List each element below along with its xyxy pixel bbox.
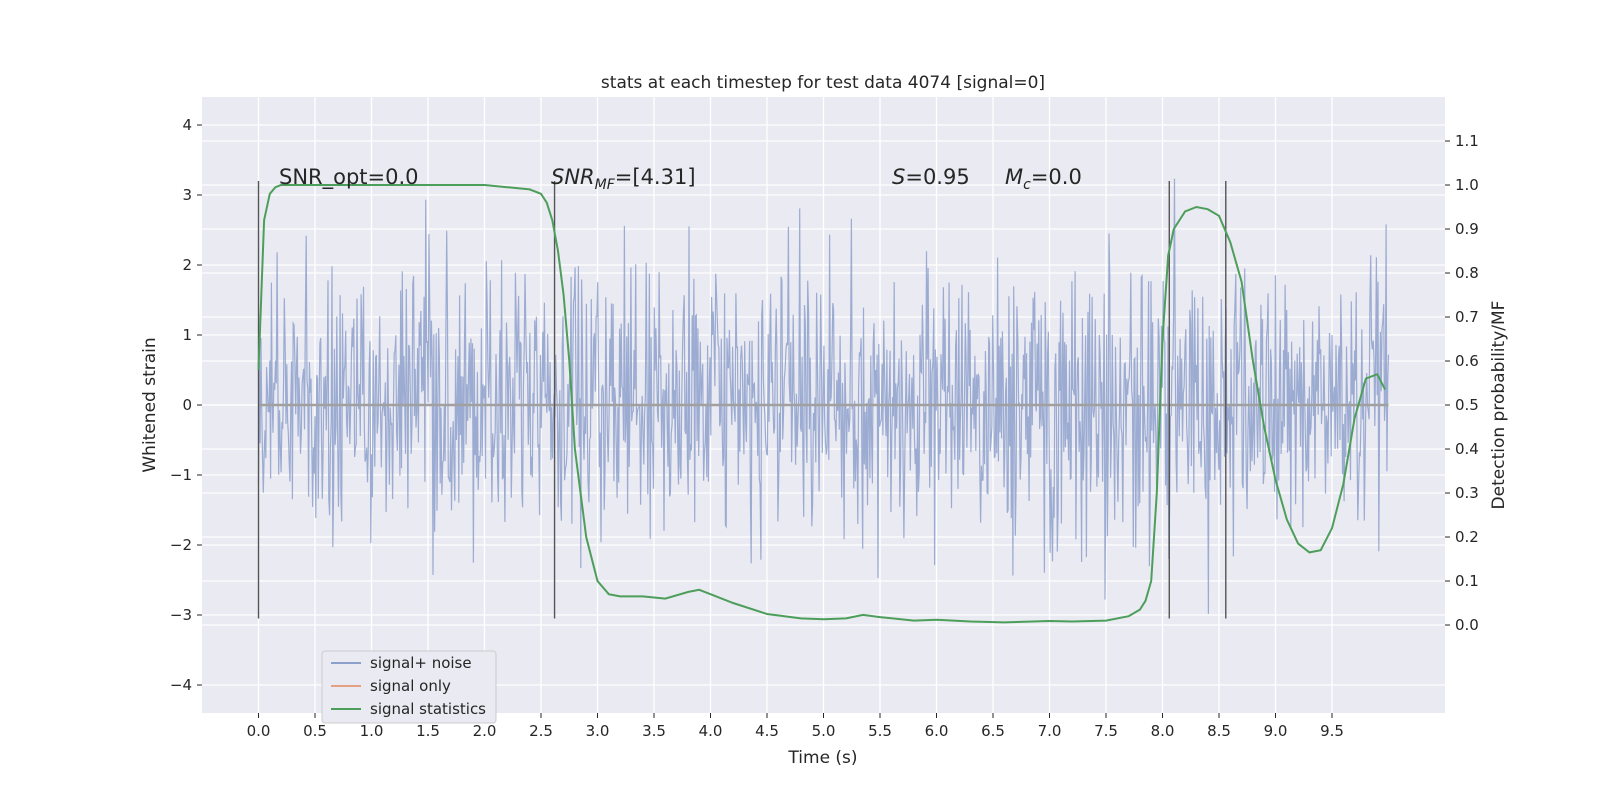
x-tick-label-6: 3.0: [586, 722, 610, 740]
annotation-snr-mf-value: =[4.31]: [615, 165, 696, 189]
tick-labels: 0.0 0.5 1.0 1.5 2.0 2.5 3.0 3.5 4.0 4.5 5.0 5.5 6.0 6…: [170, 116, 1479, 740]
legend-label-signal-only: signal only: [370, 677, 451, 695]
y-tick-label-2: 2: [182, 256, 192, 274]
series-signal-plus-noise: [257, 178, 1390, 614]
x-axis-label: Time (s): [787, 748, 857, 768]
legend-label-signal-plus-noise: signal+ noise: [370, 654, 472, 672]
y-right-tick-label-7: 0.4: [1455, 440, 1479, 458]
y-tick-label-7: −3: [170, 606, 192, 624]
y-right-tick-label-1: 1.0: [1455, 176, 1479, 194]
y-right-tick-label-8: 0.3: [1455, 484, 1479, 502]
x-tick-label-3: 1.5: [416, 722, 440, 740]
x-tick-label-9: 4.5: [755, 722, 779, 740]
y-tick-label-4: 0: [182, 396, 192, 414]
x-tick-label-11: 5.5: [868, 722, 892, 740]
x-tick-label-15: 7.5: [1094, 722, 1118, 740]
y-right-tick-label-11: 0.0: [1455, 616, 1479, 634]
y-right-tick-label-10: 0.1: [1455, 572, 1479, 590]
x-tick-label-0: 0.0: [247, 722, 271, 740]
x-tick-label-1: 0.5: [303, 722, 327, 740]
statistics-trace: [257, 184, 1386, 624]
annotation-s-value: =0.95: [905, 165, 969, 189]
x-tick-label-5: 2.5: [529, 722, 553, 740]
x-tick-label-7: 3.5: [642, 722, 666, 740]
annotation-snr-mf: SNRMF=[4.31]: [551, 165, 696, 193]
annotation-s-label: S: [892, 165, 905, 189]
y-tick-label-8: −4: [170, 676, 192, 694]
annotation-snr-mf-main: SNR: [551, 165, 595, 189]
y-axis-right-label: Detection probability/MF: [1489, 301, 1509, 510]
x-tick-label-4: 2.0: [473, 722, 497, 740]
x-tick-label-2: 1.0: [360, 722, 384, 740]
y-tick-label-0: 4: [182, 116, 192, 134]
annotation-mc-sub: c: [1023, 177, 1031, 193]
legend: signal+ noise signal only signal statist…: [321, 650, 497, 724]
annotation-snr-opt: SNR_opt=0.0: [279, 165, 419, 190]
noise-trace: [257, 178, 1390, 614]
y-right-tick-label-0: 1.1: [1455, 132, 1479, 150]
y-right-tick-label-2: 0.9: [1455, 220, 1479, 238]
y-right-tick-label-9: 0.2: [1455, 528, 1479, 546]
y-tick-label-6: −2: [170, 536, 192, 554]
annotations: SNR_opt=0.0 SNRMF=[4.31] S=0.95 Mc=0.0: [279, 165, 1082, 193]
x-tick-label-17: 8.5: [1207, 722, 1231, 740]
x-tick-label-19: 9.5: [1320, 722, 1344, 740]
annotation-mc: Mc=0.0: [1005, 165, 1082, 193]
annotation-mc-value: =0.0: [1031, 165, 1082, 189]
y-tick-label-5: −1: [170, 466, 192, 484]
legend-box: [321, 650, 497, 724]
annotation-s: S=0.95: [892, 165, 970, 189]
x-tick-label-13: 6.5: [981, 722, 1005, 740]
x-tick-label-12: 6.0: [925, 722, 949, 740]
y-right-tick-label-4: 0.7: [1455, 308, 1479, 326]
annotation-snr-mf-sub: MF: [595, 177, 616, 193]
x-tick-label-8: 4.0: [699, 722, 723, 740]
y-right-tick-label-3: 0.8: [1455, 264, 1479, 282]
legend-label-signal-statistics: signal statistics: [370, 700, 486, 718]
chart-title: stats at each timestep for test data 407…: [601, 73, 1045, 93]
y-axis-label: Whitened strain: [140, 337, 160, 472]
y-right-tick-label-5: 0.6: [1455, 352, 1479, 370]
x-tick-label-18: 9.0: [1264, 722, 1288, 740]
y-right-tick-label-6: 0.5: [1455, 396, 1479, 414]
x-tick-label-14: 7.0: [1038, 722, 1062, 740]
x-tick-label-16: 8.0: [1151, 722, 1175, 740]
series-signal-statistics: [257, 184, 1386, 624]
y-tick-label-1: 3: [182, 186, 192, 204]
annotation-mc-main: M: [1005, 165, 1023, 189]
x-tick-label-10: 5.0: [812, 722, 836, 740]
y-tick-label-3: 1: [182, 326, 192, 344]
